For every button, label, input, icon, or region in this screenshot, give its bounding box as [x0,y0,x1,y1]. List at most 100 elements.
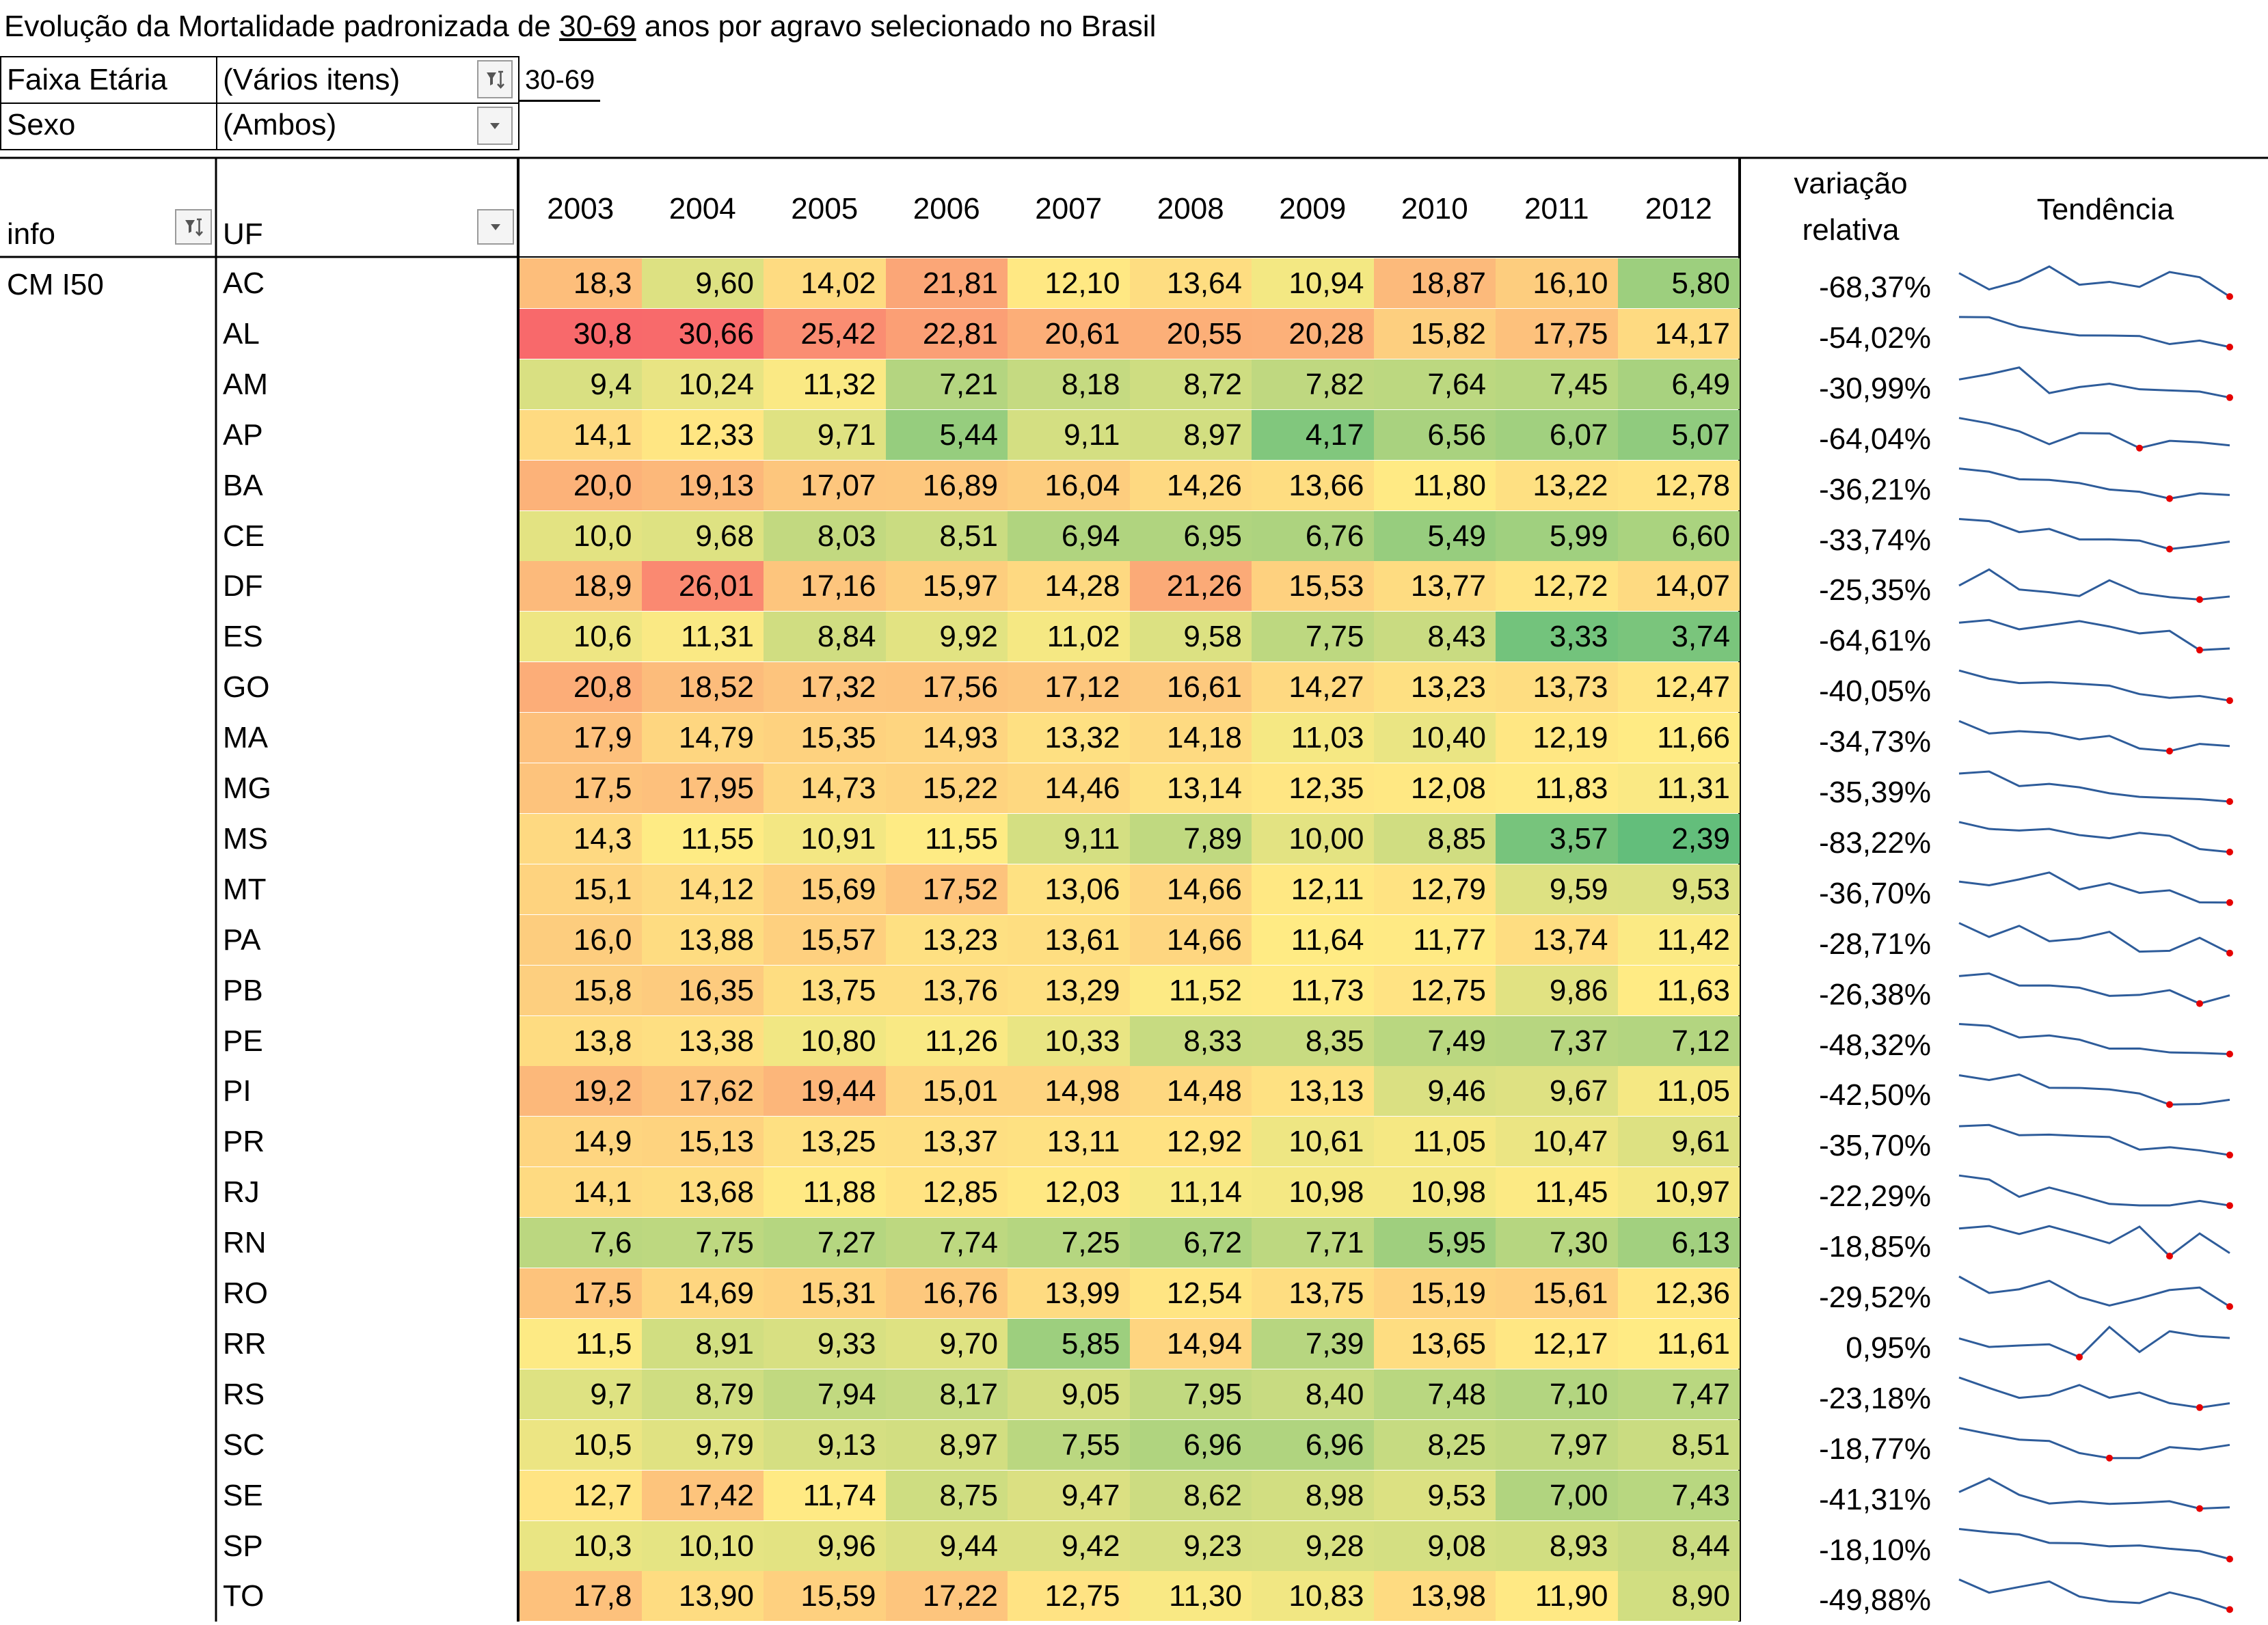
table-cell[interactable]: 12,11 [1252,864,1374,914]
table-cell[interactable]: 7,64 [1373,359,1496,409]
table-cell[interactable]: 14,73 [764,763,886,813]
table-cell[interactable]: 12,75 [1008,1571,1130,1622]
table-cell[interactable]: 14,94 [1129,1318,1252,1369]
table-cell[interactable]: 15,35 [764,713,886,763]
table-cell[interactable]: 17,9 [519,713,642,763]
table-cell[interactable]: 15,57 [764,914,886,965]
table-cell[interactable]: 10,6 [519,612,642,662]
table-cell[interactable]: 8,97 [885,1419,1008,1470]
table-cell[interactable]: 17,75 [1496,308,1618,359]
table-cell[interactable]: 6,95 [1129,510,1252,561]
table-cell[interactable]: 3,33 [1496,612,1618,662]
table-cell[interactable]: 8,91 [641,1318,764,1369]
info-filter-button[interactable] [175,209,212,245]
table-cell[interactable]: 12,10 [1008,258,1130,308]
table-cell[interactable]: 9,11 [1008,813,1130,864]
table-cell[interactable]: 7,89 [1129,813,1252,864]
table-cell[interactable]: 7,71 [1252,1218,1374,1268]
table-cell[interactable]: 12,08 [1373,763,1496,813]
table-cell[interactable]: 7,45 [1496,359,1618,409]
table-cell[interactable]: 13,77 [1373,561,1496,612]
table-cell[interactable]: 17,12 [1008,662,1130,713]
table-cell[interactable]: 12,75 [1373,965,1496,1015]
table-cell[interactable]: 7,37 [1496,1015,1618,1066]
table-cell[interactable]: 2,39 [1617,813,1740,864]
table-cell[interactable]: 16,10 [1496,258,1618,308]
table-cell[interactable]: 17,52 [885,864,1008,914]
table-cell[interactable]: 11,14 [1129,1167,1252,1218]
table-cell[interactable]: 9,44 [885,1520,1008,1571]
table-cell[interactable]: 15,82 [1373,308,1496,359]
table-cell[interactable]: 15,8 [519,965,642,1015]
table-cell[interactable]: 11,64 [1252,914,1374,965]
table-cell[interactable]: 12,79 [1373,864,1496,914]
table-cell[interactable]: 15,1 [519,864,642,914]
table-cell[interactable]: 18,87 [1373,258,1496,308]
table-cell[interactable]: 17,95 [641,763,764,813]
table-cell[interactable]: 7,30 [1496,1218,1618,1268]
table-cell[interactable]: 8,72 [1129,359,1252,409]
table-cell[interactable]: 8,44 [1617,1520,1740,1571]
table-cell[interactable]: 9,67 [1496,1066,1618,1117]
table-cell[interactable]: 6,56 [1373,409,1496,460]
table-cell[interactable]: 13,06 [1008,864,1130,914]
table-cell[interactable]: 11,73 [1252,965,1374,1015]
table-cell[interactable]: 13,11 [1008,1117,1130,1167]
table-cell[interactable]: 8,62 [1129,1470,1252,1520]
table-cell[interactable]: 15,22 [885,763,1008,813]
table-cell[interactable]: 5,80 [1617,258,1740,308]
table-cell[interactable]: 7,47 [1617,1369,1740,1419]
table-cell[interactable]: 19,44 [764,1066,886,1117]
table-cell[interactable]: 8,25 [1373,1419,1496,1470]
table-cell[interactable]: 15,59 [764,1571,886,1622]
table-cell[interactable]: 14,9 [519,1117,642,1167]
table-cell[interactable]: 6,60 [1617,510,1740,561]
table-cell[interactable]: 9,92 [885,612,1008,662]
table-cell[interactable]: 8,75 [885,1470,1008,1520]
table-cell[interactable]: 13,65 [1373,1318,1496,1369]
table-cell[interactable]: 17,22 [885,1571,1008,1622]
table-cell[interactable]: 9,13 [764,1419,886,1470]
table-cell[interactable]: 18,52 [641,662,764,713]
table-cell[interactable]: 11,30 [1129,1571,1252,1622]
table-cell[interactable]: 7,75 [641,1218,764,1268]
table-cell[interactable]: 7,55 [1008,1419,1130,1470]
faixa-etaria-value[interactable]: (Vários itens) [216,56,519,104]
table-cell[interactable]: 10,94 [1252,258,1374,308]
table-cell[interactable]: 12,47 [1617,662,1740,713]
table-cell[interactable]: 5,49 [1373,510,1496,561]
table-cell[interactable]: 9,42 [1008,1520,1130,1571]
table-cell[interactable]: 16,0 [519,914,642,965]
table-cell[interactable]: 11,05 [1617,1066,1740,1117]
table-cell[interactable]: 10,47 [1496,1117,1618,1167]
table-cell[interactable]: 12,7 [519,1470,642,1520]
table-cell[interactable]: 13,73 [1496,662,1618,713]
table-cell[interactable]: 5,44 [885,409,1008,460]
table-cell[interactable]: 8,18 [1008,359,1130,409]
table-cell[interactable]: 9,79 [641,1419,764,1470]
table-cell[interactable]: 11,42 [1617,914,1740,965]
table-cell[interactable]: 7,74 [885,1218,1008,1268]
table-cell[interactable]: 20,8 [519,662,642,713]
table-cell[interactable]: 7,6 [519,1218,642,1268]
table-cell[interactable]: 13,13 [1252,1066,1374,1117]
table-cell[interactable]: 21,81 [885,258,1008,308]
table-cell[interactable]: 13,68 [641,1167,764,1218]
table-cell[interactable]: 7,43 [1617,1470,1740,1520]
table-cell[interactable]: 13,75 [1252,1268,1374,1318]
table-cell[interactable]: 20,0 [519,460,642,510]
table-cell[interactable]: 12,17 [1496,1318,1618,1369]
table-cell[interactable]: 11,5 [519,1318,642,1369]
table-cell[interactable]: 25,42 [764,308,886,359]
table-cell[interactable]: 26,01 [641,561,764,612]
table-cell[interactable]: 17,16 [764,561,886,612]
table-cell[interactable]: 9,96 [764,1520,886,1571]
table-cell[interactable]: 15,01 [885,1066,1008,1117]
table-cell[interactable]: 9,11 [1008,409,1130,460]
table-cell[interactable]: 13,99 [1008,1268,1130,1318]
table-cell[interactable]: 10,80 [764,1015,886,1066]
table-cell[interactable]: 13,37 [885,1117,1008,1167]
table-cell[interactable]: 7,21 [885,359,1008,409]
table-cell[interactable]: 13,14 [1129,763,1252,813]
table-cell[interactable]: 10,24 [641,359,764,409]
